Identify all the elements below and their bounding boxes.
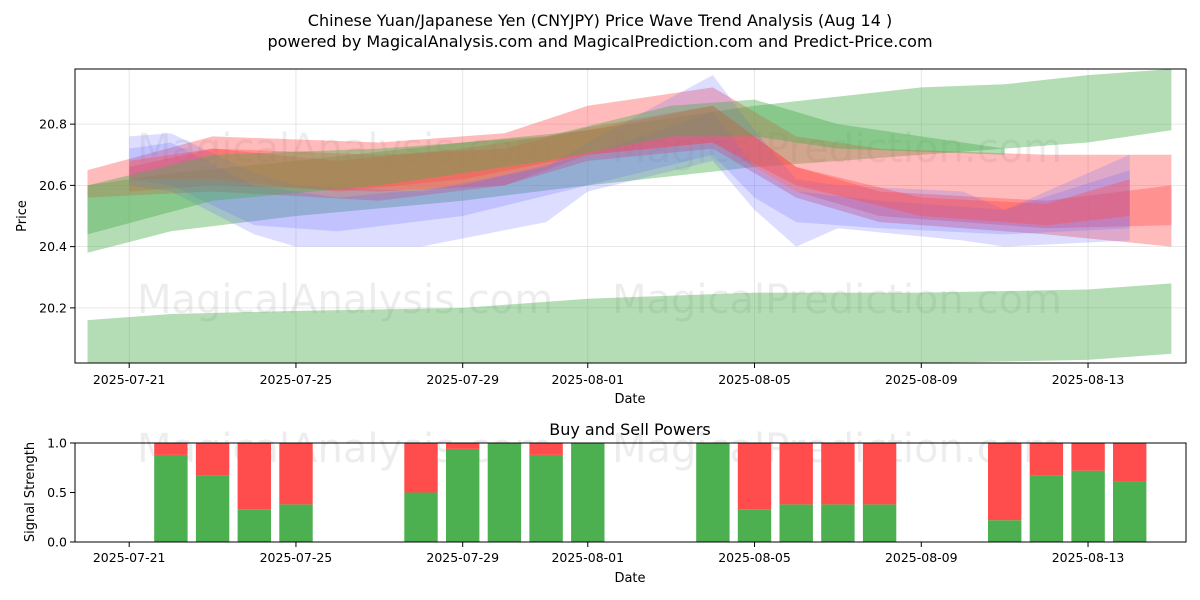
buy-bar bbox=[195, 475, 230, 542]
signal-y-tick-label: 0.0 bbox=[47, 535, 67, 550]
price-band-blue-4 bbox=[129, 75, 1130, 247]
price-band-red-2 bbox=[87, 87, 1172, 229]
price-bands bbox=[87, 69, 1172, 363]
sell-bar bbox=[779, 443, 813, 505]
signal-x-tick-label: 2025-08-09 bbox=[885, 550, 958, 565]
signal-y-tick-label: 1.0 bbox=[47, 436, 67, 451]
buy-bar bbox=[737, 509, 772, 542]
price-band-green-7 bbox=[87, 99, 1005, 235]
buy-bar bbox=[1071, 470, 1105, 542]
signal-y-ticks: 0.0 0.5 1.0 bbox=[47, 436, 75, 550]
price-grid bbox=[75, 69, 1186, 363]
sell-bar bbox=[404, 443, 438, 493]
price-panel: MagicalAnalysis.com MagicalPrediction.co… bbox=[15, 68, 1187, 407]
price-plot-area bbox=[75, 69, 1186, 363]
price-x-tick-label: 2025-08-09 bbox=[885, 372, 958, 387]
sell-bar bbox=[446, 443, 480, 449]
buy-bar bbox=[988, 520, 1022, 542]
price-x-tick-label: 2025-08-01 bbox=[551, 372, 624, 387]
price-watermarks: MagicalAnalysis.com MagicalPrediction.co… bbox=[137, 126, 1062, 323]
sell-bar bbox=[862, 443, 897, 505]
sell-bar bbox=[529, 443, 563, 455]
buy-bar bbox=[821, 504, 855, 542]
price-x-ticks: 2025-07-21 2025-07-25 2025-07-29 2025-08-01… bbox=[93, 363, 1124, 387]
buy-bar bbox=[446, 448, 480, 542]
watermark-analysis: MagicalAnalysis.com bbox=[137, 126, 553, 172]
sell-bar bbox=[154, 443, 188, 455]
price-band-red-6 bbox=[129, 105, 1130, 226]
buy-bar bbox=[529, 454, 563, 542]
sell-bar bbox=[821, 443, 855, 505]
buy-bar bbox=[487, 443, 522, 542]
price-x-tick-label: 2025-07-29 bbox=[426, 372, 499, 387]
watermark-prediction: MagicalPrediction.com bbox=[612, 126, 1062, 172]
signal-x-axis-label: Date bbox=[614, 571, 645, 586]
signal-x-tick-label: 2025-08-01 bbox=[551, 550, 624, 565]
watermark-prediction-2: MagicalPrediction.com bbox=[612, 277, 1062, 323]
sell-bar bbox=[279, 443, 313, 505]
buy-bar bbox=[154, 454, 188, 542]
price-y-tick-label: 20.6 bbox=[39, 178, 67, 193]
price-band-green-1 bbox=[87, 69, 1172, 253]
sell-bar bbox=[1113, 443, 1147, 482]
chart-title: Chinese Yuan/Japanese Yen (CNYJPY) Price… bbox=[308, 11, 892, 30]
buy-bar bbox=[571, 443, 605, 542]
signal-title: Buy and Sell Powers bbox=[549, 420, 711, 439]
price-y-axis-label: Price bbox=[15, 200, 30, 232]
buy-bar bbox=[779, 504, 813, 542]
sell-bar bbox=[237, 443, 271, 510]
signal-panel: Buy and Sell Powers MagicalAnalysis.com … bbox=[23, 420, 1187, 586]
price-y-ticks: 20.2 20.4 20.6 20.8 bbox=[39, 117, 75, 315]
buy-bar bbox=[237, 509, 271, 542]
sell-bar bbox=[737, 443, 772, 510]
signal-y-axis-label: Signal Strength bbox=[23, 442, 38, 542]
price-x-tick-label: 2025-08-13 bbox=[1052, 372, 1125, 387]
buy-bar bbox=[1113, 481, 1147, 542]
sell-bar bbox=[988, 443, 1022, 521]
signal-x-tick-label: 2025-07-25 bbox=[260, 550, 333, 565]
buy-bar bbox=[1029, 475, 1064, 542]
buy-bar bbox=[696, 443, 730, 542]
buy-bar bbox=[279, 504, 313, 542]
price-band-red-3 bbox=[129, 105, 1172, 247]
price-x-tick-label: 2025-07-25 bbox=[260, 372, 333, 387]
signal-y-tick-label: 0.5 bbox=[47, 485, 67, 500]
signal-x-tick-label: 2025-07-21 bbox=[93, 550, 166, 565]
sell-bar bbox=[1071, 443, 1105, 471]
price-x-tick-label: 2025-08-05 bbox=[718, 372, 791, 387]
signal-x-tick-label: 2025-08-13 bbox=[1052, 550, 1125, 565]
price-plot-frame bbox=[74, 68, 1187, 364]
chart-subtitle: powered by MagicalAnalysis.com and Magic… bbox=[267, 32, 932, 51]
price-x-axis-label: Date bbox=[614, 392, 645, 407]
price-y-tick-label: 20.4 bbox=[39, 239, 67, 254]
sell-bar bbox=[1029, 443, 1064, 476]
buy-bar bbox=[404, 492, 438, 542]
price-x-tick-label: 2025-07-21 bbox=[93, 372, 166, 387]
signal-x-tick-label: 2025-07-29 bbox=[426, 550, 499, 565]
price-y-tick-label: 20.8 bbox=[39, 117, 67, 132]
signal-x-tick-label: 2025-08-05 bbox=[718, 550, 791, 565]
price-band-blue-5 bbox=[129, 111, 1130, 235]
sell-bar bbox=[195, 443, 230, 476]
watermark-analysis-2: MagicalAnalysis.com bbox=[137, 277, 553, 323]
price-y-tick-label: 20.2 bbox=[39, 300, 67, 315]
price-band-green-0 bbox=[87, 283, 1172, 363]
signal-bars bbox=[154, 443, 1147, 542]
buy-bar bbox=[862, 504, 897, 542]
signal-x-ticks: 2025-07-21 2025-07-25 2025-07-29 2025-08-01… bbox=[93, 542, 1124, 565]
